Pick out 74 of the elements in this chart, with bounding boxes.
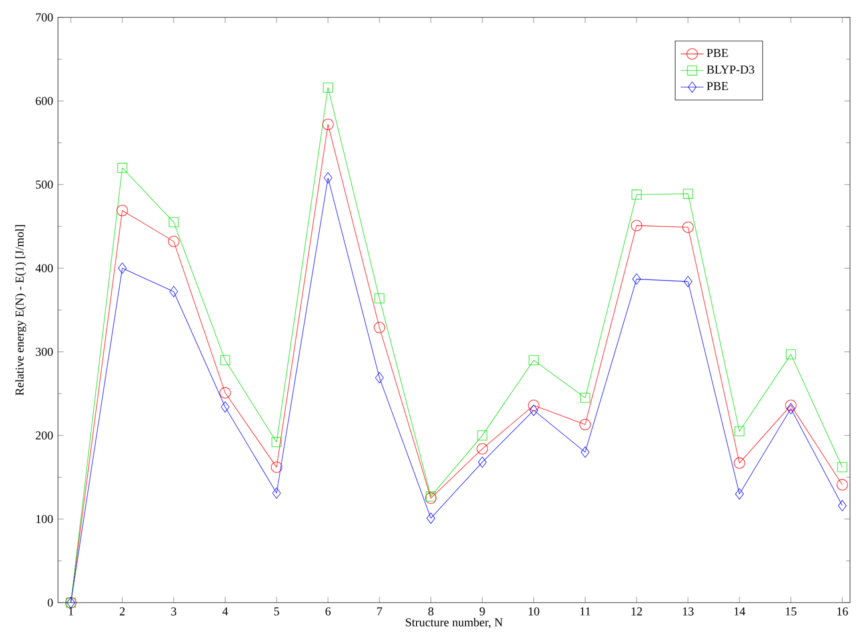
- point: [169, 286, 178, 298]
- x-tick-label: 8: [428, 607, 434, 616]
- y-tick-label: 400: [36, 264, 53, 272]
- point: [426, 492, 436, 502]
- point: [117, 162, 128, 173]
- point: [632, 273, 641, 285]
- x-tick-label: 14: [734, 607, 746, 616]
- legend-label: BLYP-D3: [706, 66, 754, 74]
- point: [118, 262, 127, 274]
- point: [684, 276, 692, 288]
- point: [734, 426, 744, 436]
- y-tick-label: 0: [48, 598, 53, 607]
- point: [735, 488, 744, 500]
- point: [220, 355, 230, 366]
- point: [478, 456, 487, 468]
- point: [836, 479, 848, 490]
- point: [272, 437, 282, 448]
- x-tick-label: 7: [377, 607, 382, 616]
- point: [529, 404, 538, 416]
- point: [734, 457, 746, 469]
- point: [580, 418, 591, 430]
- point: [580, 446, 590, 458]
- point: [374, 322, 386, 334]
- point: [322, 118, 334, 130]
- x-tick-label: 2: [120, 607, 125, 616]
- point: [786, 403, 796, 414]
- point: [580, 392, 590, 403]
- point: [425, 492, 436, 504]
- y-tick-label: 300: [36, 348, 53, 356]
- point: [528, 400, 540, 411]
- point: [476, 443, 488, 454]
- legend-label: PBE: [706, 49, 728, 57]
- point: [116, 204, 128, 216]
- x-tick-label: 1: [68, 607, 74, 616]
- point: [324, 172, 332, 184]
- x-tick-label: 6: [326, 607, 331, 616]
- point: [220, 387, 231, 398]
- y-tick-label: 500: [36, 180, 53, 189]
- x-tick-label: 10: [528, 607, 540, 616]
- x-tick-label: 16: [837, 607, 848, 616]
- y-tick-label: 700: [36, 13, 53, 22]
- point: [220, 401, 230, 413]
- point: [168, 236, 180, 248]
- y-tick-label: 600: [36, 96, 53, 106]
- x-tick-label: 9: [480, 607, 485, 616]
- point: [323, 82, 333, 93]
- x-tick-label: 15: [786, 607, 796, 616]
- y-axis-title: Relative energy E(N) - E(1) [J/mol]: [15, 225, 26, 396]
- point: [477, 430, 488, 440]
- x-tick-label: 5: [274, 607, 280, 616]
- point: [528, 355, 539, 366]
- point: [682, 222, 694, 233]
- point: [837, 462, 848, 472]
- point: [375, 372, 384, 384]
- point: [786, 349, 796, 360]
- point: [270, 462, 282, 473]
- point: [426, 512, 436, 524]
- point: [630, 220, 642, 232]
- y-tick-label: 100: [36, 514, 53, 524]
- x-tick-label: 3: [171, 607, 176, 616]
- x-axis-title: Structure number, N: [406, 618, 503, 628]
- x-tick-label: 13: [683, 607, 694, 616]
- point: [838, 500, 847, 512]
- x-tick-label: 11: [580, 607, 590, 616]
- x-tick-label: 12: [632, 607, 642, 616]
- y-tick-label: 200: [36, 431, 53, 440]
- point: [632, 190, 642, 200]
- point: [785, 400, 796, 411]
- point: [272, 488, 281, 499]
- point: [168, 217, 179, 228]
- point: [374, 293, 384, 304]
- x-tick-label: 4: [222, 607, 228, 616]
- legend-label: PBE: [706, 82, 728, 90]
- point: [683, 188, 693, 199]
